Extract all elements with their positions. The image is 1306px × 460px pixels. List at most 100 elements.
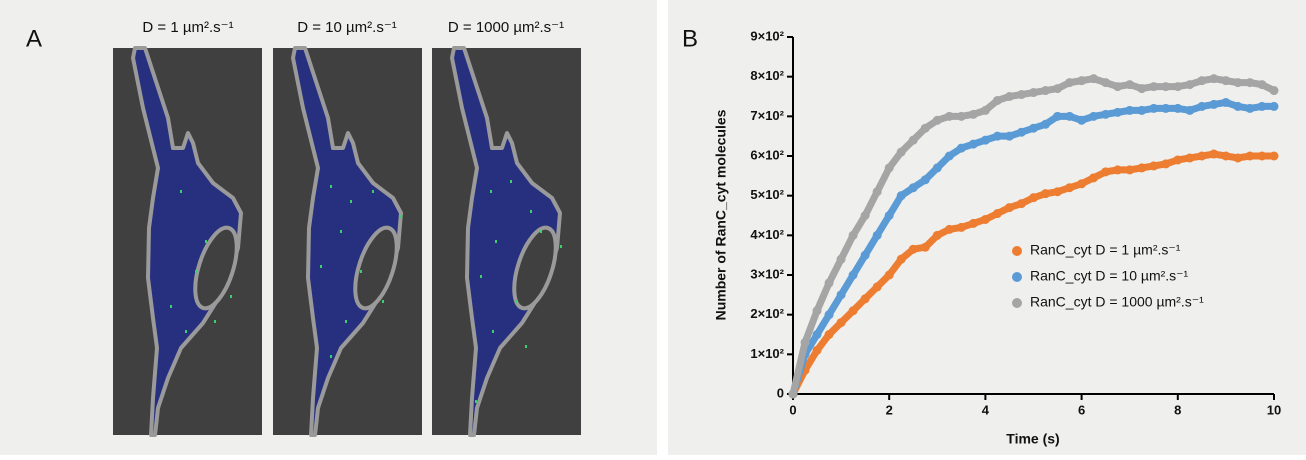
data-point (1089, 74, 1099, 84)
particles (170, 180, 562, 403)
x-axis-label: Time (s) (1006, 431, 1059, 447)
legend-label: RanC_cyt D = 1000 µm².s⁻¹ (1030, 294, 1204, 310)
data-point (1197, 101, 1207, 111)
data-point (1161, 82, 1171, 92)
data-point (1233, 78, 1243, 88)
data-point (1245, 151, 1255, 161)
data-point (824, 278, 834, 288)
panel-label: B (682, 25, 698, 52)
data-point (992, 95, 1002, 105)
data-point (1004, 131, 1014, 141)
data-point (1029, 193, 1038, 203)
data-point (1233, 101, 1243, 111)
image-caption: D = 1 µm².s⁻¹ (142, 19, 233, 36)
panel-b-bg (668, 0, 1306, 455)
data-point (1269, 86, 1279, 96)
data-point (1125, 165, 1135, 175)
data-point (968, 109, 978, 119)
data-point (1004, 92, 1014, 101)
data-point (1149, 103, 1159, 113)
data-point (932, 115, 942, 125)
data-point (848, 270, 858, 280)
data-point (956, 222, 966, 232)
data-point (1161, 103, 1171, 113)
data-point (1016, 90, 1026, 100)
data-point (1089, 173, 1099, 183)
legend-label: RanC_cyt D = 10 µm².s⁻¹ (1030, 268, 1189, 284)
data-point (1269, 101, 1279, 111)
x-tick-label: 8 (1174, 402, 1181, 417)
cell-image (111, 46, 264, 437)
data-point (1101, 78, 1111, 88)
legend-label: RanC_cyt D = 1 µm².s⁻¹ (1030, 242, 1181, 258)
x-tick-label: 10 (1267, 402, 1281, 417)
data-point (1137, 163, 1147, 173)
data-point (860, 211, 870, 220)
data-point (836, 318, 846, 328)
data-point (908, 183, 918, 193)
data-point (956, 111, 966, 121)
y-axis-label: Number of RanC_cyt molecules (713, 109, 729, 320)
data-point (1197, 151, 1207, 161)
image-caption: D = 10 µm².s⁻¹ (297, 19, 397, 36)
data-point (1125, 80, 1135, 90)
data-point (1221, 76, 1231, 86)
data-point (1113, 165, 1123, 175)
data-point (1065, 111, 1075, 121)
data-point (872, 230, 882, 240)
data-point (1137, 105, 1147, 115)
data-point (1053, 84, 1063, 94)
data-point (1113, 107, 1123, 117)
data-point (848, 230, 858, 240)
data-point (1257, 151, 1267, 161)
data-point (1016, 199, 1026, 209)
data-point (944, 111, 954, 121)
data-point (956, 143, 966, 153)
y-tick-label: 7×10² (750, 108, 784, 123)
data-point (1101, 109, 1111, 119)
data-point (920, 242, 930, 252)
data-point (1029, 88, 1038, 98)
data-point (1041, 86, 1051, 96)
panel-label: A (26, 25, 42, 52)
data-point (1041, 119, 1051, 129)
data-point (968, 139, 978, 149)
data-point (908, 135, 918, 145)
data-point (896, 191, 906, 201)
data-point (1149, 161, 1159, 171)
data-point (1041, 189, 1051, 199)
data-point (1077, 115, 1087, 125)
data-point (836, 290, 846, 300)
data-point (824, 330, 834, 339)
y-tick-label: 3×10² (750, 266, 784, 281)
data-point (1185, 153, 1195, 163)
data-point (1209, 149, 1219, 159)
data-point (944, 224, 954, 234)
data-point (1077, 76, 1087, 86)
data-point (860, 250, 870, 260)
data-point (908, 244, 918, 254)
data-point (1016, 127, 1026, 137)
data-point (1077, 179, 1087, 189)
data-point (896, 254, 906, 264)
data-point (1053, 187, 1063, 197)
data-point (932, 163, 942, 173)
cell-image (430, 46, 583, 437)
y-tick-label: 2×10² (750, 306, 784, 321)
data-point (896, 147, 906, 157)
data-point (992, 131, 1002, 141)
data-point (980, 214, 990, 224)
cell-image (271, 46, 424, 437)
y-tick-label: 6×10² (750, 147, 784, 162)
data-point (944, 151, 954, 161)
data-point (968, 218, 978, 228)
y-tick-label: 4×10² (750, 227, 784, 242)
data-point (1257, 101, 1267, 111)
legend-marker (1012, 298, 1022, 308)
data-point (1029, 123, 1038, 133)
data-point (824, 310, 834, 320)
data-point (992, 209, 1002, 219)
y-tick-label: 1×10² (750, 346, 784, 361)
data-point (884, 270, 894, 280)
data-point (1113, 82, 1123, 92)
